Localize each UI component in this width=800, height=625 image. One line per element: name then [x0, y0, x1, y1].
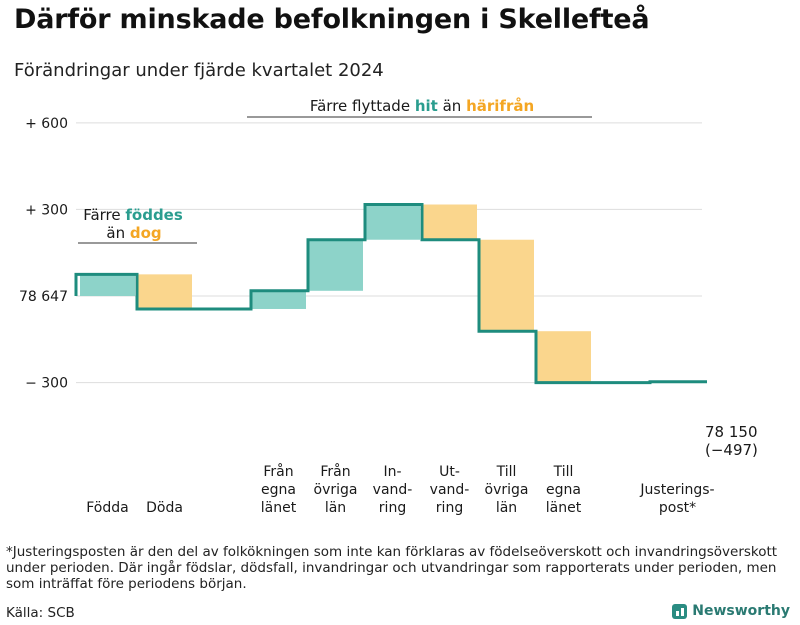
running-total-line [74, 203, 707, 385]
category-label: egna [546, 482, 581, 498]
brand-logo: Newsworthy [672, 603, 790, 619]
bars [80, 204, 591, 383]
birth-annotation-text2: än [106, 224, 129, 242]
gridlines [76, 122, 702, 384]
category-label: In- [383, 464, 401, 480]
migration-annotation: Färre flyttade hit än härifrån [310, 97, 534, 115]
category-label: övriga [314, 482, 358, 498]
category-labels: Födda Döda Från egna länet Från övriga län In-va… [86, 463, 714, 516]
category-label: Justerings- [639, 482, 714, 498]
footnote: *Justeringsposten är den del av folkökni… [6, 544, 778, 592]
source-label: Källa: SCB [6, 605, 75, 621]
category-label: länet [546, 500, 582, 516]
category-label: Till [553, 464, 574, 480]
birth-annotation: Färre föddes [83, 206, 183, 224]
end-value-label: 78 150 [705, 423, 758, 441]
y-tick-label: + 300 [25, 202, 68, 218]
category-label: länet [261, 500, 297, 516]
birth-annotation-text1: Färre [83, 206, 125, 224]
bar-4 [308, 239, 363, 291]
migration-annotation-hl1: hit [415, 97, 438, 115]
category-label: Döda [146, 500, 183, 516]
bar-7 [479, 239, 534, 332]
y-tick-label: 78 647 [19, 289, 68, 305]
migration-annotation-hl2: härifrån [466, 97, 534, 115]
waterfall-chart: + 600 + 300 78 647 − 300 Födda Döda Från egna l… [19, 97, 758, 516]
y-axis-ticks: + 600 + 300 78 647 − 300 [19, 116, 68, 392]
chart-title: Därför minskade befolkningen i Skellefte… [14, 4, 650, 35]
category-label: län [496, 500, 517, 516]
category-label: Ut- [439, 464, 460, 480]
birth-annotation-hl1: föddes [125, 206, 182, 224]
migration-annotation-text1: Färre flyttade [310, 97, 415, 115]
category-label: vand- [373, 482, 413, 498]
category-label: vand- [430, 482, 470, 498]
bar-3 [251, 290, 306, 309]
migration-annotation-text2: än [438, 97, 466, 115]
bar-6 [422, 204, 477, 240]
category-label: ring [436, 500, 463, 516]
end-change-label: (−497) [705, 441, 758, 459]
category-label: Från [263, 463, 293, 480]
category-label: Födda [86, 500, 128, 516]
category-label: post* [659, 500, 696, 516]
bar-8 [536, 331, 591, 383]
birth-annotation-hl2: dog [130, 224, 162, 242]
bar-chart-icon [672, 603, 688, 619]
y-tick-label: + 600 [25, 116, 68, 132]
running-total-path [74, 203, 707, 385]
category-label: övriga [485, 482, 529, 498]
category-label: Till [496, 464, 517, 480]
birth-annotation-line2: än dog [106, 224, 161, 242]
bar-5 [365, 204, 420, 240]
bar-0 [80, 274, 135, 296]
category-label: ring [379, 500, 406, 516]
category-label: Från [320, 463, 350, 480]
brand-name: Newsworthy [692, 603, 790, 619]
bar-1 [137, 274, 192, 309]
chart-subtitle: Förändringar under fjärde kvartalet 2024 [14, 60, 384, 81]
category-label: egna [261, 482, 296, 498]
category-label: län [325, 500, 346, 516]
y-tick-label: − 300 [25, 376, 68, 392]
